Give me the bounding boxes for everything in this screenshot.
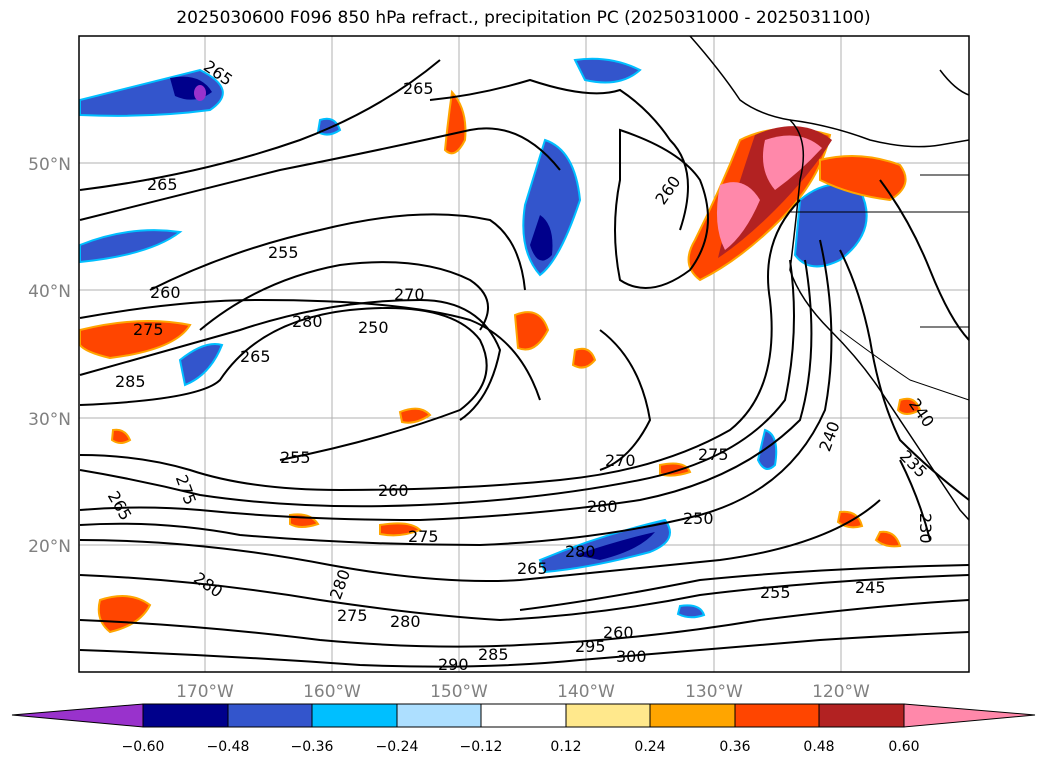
colorbar (11, 703, 1036, 728)
contour-label: 280 (587, 497, 618, 516)
lat-label: 50°N (28, 155, 71, 175)
map-title: 2025030600 F096 850 hPa refract., precip… (176, 8, 871, 28)
precip-blob (443, 89, 467, 155)
precip-blob (896, 397, 922, 415)
precip-blob (79, 320, 192, 360)
lon-label: 150°W (430, 682, 488, 702)
colorbar-segment (565, 703, 651, 728)
borders (790, 174, 970, 401)
colorbar-tick-label: −0.60 (122, 739, 165, 755)
contour-label: 265 (517, 559, 548, 578)
colorbar-tick-label: 0.60 (888, 739, 919, 755)
contour-label: 265 (147, 175, 178, 194)
colorbar-segment (480, 703, 567, 728)
precip-blob (379, 522, 422, 537)
precip-shading (79, 57, 922, 634)
precip-blob (79, 229, 183, 264)
colorbar-tick-label: 0.24 (634, 739, 665, 755)
contour-label: 280 (390, 612, 421, 631)
coastline (689, 35, 970, 521)
contour-label: 260 (603, 623, 634, 642)
precip-blob (513, 311, 550, 351)
contour-label: 250 (358, 318, 389, 337)
lon-label: 160°W (303, 682, 361, 702)
precip-blob (530, 215, 553, 261)
precip-blob (571, 347, 597, 369)
lon-label: 170°W (176, 682, 234, 702)
colorbar-extend-right (903, 703, 1036, 728)
contour-label: 280 (565, 542, 596, 561)
latitude-labels: 50°N 40°N 30°N 20°N (28, 155, 71, 557)
colorbar-segment (818, 703, 905, 728)
colorbar-segment (311, 703, 398, 728)
contour-label: 280 (292, 312, 323, 331)
contour-label: 275 (698, 445, 729, 464)
precip-blob (836, 510, 864, 529)
contour-label: 300 (616, 647, 647, 666)
colorbar-tick-label: 0.12 (550, 739, 581, 755)
precip-blob (573, 57, 642, 84)
contour-label: 260 (378, 481, 409, 500)
lat-label: 30°N (28, 410, 71, 430)
colorbar-segment (396, 703, 482, 728)
precip-blob (676, 604, 706, 619)
precip-blob (97, 595, 152, 634)
precip-blob (756, 428, 778, 470)
colorbar-extend-left (11, 703, 144, 728)
colorbar-tick-label: −0.48 (207, 739, 250, 755)
contour-label: 275 (408, 527, 439, 546)
contour-label: 245 (855, 578, 886, 597)
colorbar-tick-label: −0.36 (291, 739, 334, 755)
colorbar-segment (649, 703, 736, 728)
contour-label: 255 (760, 583, 791, 602)
colorbar-ticks: −0.60 −0.48 −0.36 −0.24 −0.12 0.12 0.24 … (122, 739, 920, 755)
contour-label: 285 (478, 645, 509, 664)
map-frame (78, 35, 970, 673)
colorbar-tick-label: 0.36 (719, 739, 750, 755)
precip-blob (819, 155, 907, 202)
lat-label: 20°N (28, 537, 71, 557)
contour-label: 255 (268, 243, 299, 262)
precip-blob (194, 85, 206, 101)
colorbar-segment (142, 703, 229, 728)
contour-label: 290 (438, 655, 469, 674)
contour-label: 295 (575, 637, 606, 656)
precip-blob (716, 182, 760, 250)
contour-label: 260 (150, 283, 181, 302)
contour-label: 250 (683, 509, 714, 528)
precip-blob (178, 343, 224, 387)
contour-label: 275 (133, 320, 164, 339)
colorbar-tick-label: 0.48 (803, 739, 834, 755)
lat-label: 40°N (28, 282, 71, 302)
contour-labels: 265 265 265 260 255 260 270 280 250 275 … (104, 56, 938, 674)
colorbar-tick-label: −0.24 (376, 739, 419, 755)
precip-blob (575, 532, 655, 560)
precip-blob (762, 135, 822, 190)
lon-label: 120°W (812, 682, 870, 702)
contour-label: 265 (240, 347, 271, 366)
longitude-labels: 170°W 160°W 150°W 140°W 130°W 120°W (176, 682, 870, 702)
colorbar-segment (227, 703, 313, 728)
colorbar-tick-label: −0.12 (460, 739, 503, 755)
refractivity-contours (79, 59, 970, 668)
contour-label: 275 (337, 606, 368, 625)
precip-blob (874, 530, 902, 548)
precip-blob (398, 407, 432, 424)
lon-label: 130°W (685, 682, 743, 702)
contour-label: 265 (403, 79, 434, 98)
contour-label: 230 (916, 513, 935, 544)
colorbar-segment (734, 703, 820, 728)
contour-label: 270 (394, 285, 425, 304)
precip-blob (110, 428, 132, 444)
contour-label: 285 (115, 372, 146, 391)
contour-label: 270 (605, 451, 636, 470)
contour-label: 255 (280, 448, 311, 467)
lon-label: 140°W (557, 682, 615, 702)
